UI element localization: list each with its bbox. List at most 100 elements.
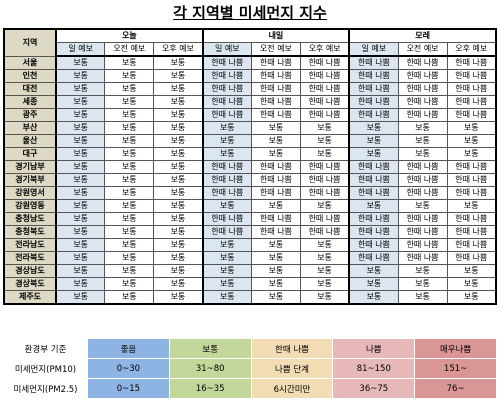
forecast-cell: 한때 나쁨 xyxy=(446,173,497,187)
forecast-cell: 한때 나쁨 xyxy=(348,225,399,239)
forecast-cell: 한때 나쁨 xyxy=(446,108,497,122)
forecast-cell: 보통 xyxy=(153,238,204,252)
forecast-cell: 한때 나쁨 xyxy=(446,55,497,70)
region-name: 광주 xyxy=(3,108,57,122)
region-name: 서울 xyxy=(3,55,57,70)
forecast-cell: 한때 나쁨 xyxy=(348,238,399,252)
forecast-cell: 보통 xyxy=(446,147,497,161)
range-cell: 36~75 xyxy=(332,378,416,399)
forecast-cell: 보통 xyxy=(446,134,497,148)
forecast-cell: 보통 xyxy=(446,264,497,278)
forecast-cell: 보통 xyxy=(153,225,204,239)
forecast-cell: 한때 나쁨 xyxy=(397,82,448,96)
forecast-cell: 보통 xyxy=(55,55,106,70)
forecast-cell: 한때 나쁨 xyxy=(201,69,252,83)
forecast-cell: 보통 xyxy=(153,251,204,265)
forecast-cell: 보통 xyxy=(201,264,252,278)
forecast-cell: 보통 xyxy=(201,121,252,135)
forecast-cell: 한때 나쁨 xyxy=(201,186,252,200)
region-name: 충청북도 xyxy=(3,225,57,239)
forecast-cell: 보통 xyxy=(104,82,155,96)
forecast-cell: 한때 나쁨 xyxy=(397,186,448,200)
forecast-cell: 보통 xyxy=(397,199,448,213)
forecast-cell: 한때 나쁨 xyxy=(397,108,448,122)
forecast-cell: 보통 xyxy=(104,238,155,252)
forecast-cell: 보통 xyxy=(55,160,106,174)
forecast-cell: 한때 나쁨 xyxy=(446,225,497,239)
forecast-cell: 보통 xyxy=(251,199,301,213)
forecast-cell: 한때 나쁨 xyxy=(299,160,350,174)
region-row: 경상남도 보통 보통 보통 보통 보통 보통 보통 보통 보통 xyxy=(3,264,497,278)
forecast-cell: 보통 xyxy=(153,186,204,200)
forecast-cell: 보통 xyxy=(299,251,350,265)
forecast-cell: 보통 xyxy=(55,225,106,239)
level-name: 한때 나쁨 xyxy=(250,338,334,359)
period-header: 일 예보 xyxy=(201,42,252,57)
legend-row: 미세먼지(PM2.5) 0~15 16~35 6시간미만 36~75 76~ xyxy=(3,378,497,399)
forecast-cell: 보통 xyxy=(251,251,301,265)
day-header: 오늘 xyxy=(55,28,204,43)
forecast-cell: 한때 나쁨 xyxy=(299,82,350,96)
period-header: 오전 예보 xyxy=(397,42,448,57)
legend-corner: 환경부 기준 xyxy=(3,338,88,359)
region-row: 전라남도 보통 보통 보통 보통 보통 보통 한때 나쁨 한때 나쁨 한때 나쁨 xyxy=(3,238,497,252)
region-row: 경상북도 보통 보통 보통 보통 보통 보통 보통 보통 보통 xyxy=(3,277,497,291)
range-cell: 76~ xyxy=(414,378,497,399)
forecast-cell: 보통 xyxy=(104,147,155,161)
forecast-cell: 보통 xyxy=(104,251,155,265)
range-cell: 151~ xyxy=(414,358,497,379)
forecast-cell: 한때 나쁨 xyxy=(299,186,350,200)
forecast-cell: 보통 xyxy=(153,290,204,305)
forecast-cell: 보통 xyxy=(104,108,155,122)
region-row: 충청남도 보통 보통 보통 한때 나쁨 한때 나쁨 한때 나쁨 한때 나쁨 한때 나쁨 한때 나쁨 xyxy=(3,212,497,226)
forecast-cell: 보통 xyxy=(55,69,106,83)
period-header: 오전 예보 xyxy=(104,42,155,57)
forecast-cell: 보통 xyxy=(153,55,204,70)
region-row: 경기북부 보통 보통 보통 한때 나쁨 한때 나쁨 한때 나쁨 한때 나쁨 한때 나쁨 한때 나쁨 xyxy=(3,173,497,187)
forecast-cell: 한때 나쁨 xyxy=(251,82,301,96)
forecast-cell: 보통 xyxy=(201,290,252,305)
forecast-cell: 보통 xyxy=(55,186,106,200)
forecast-cell: 보통 xyxy=(153,212,204,226)
forecast-cell: 보통 xyxy=(251,264,301,278)
region-name: 울산 xyxy=(3,134,57,148)
forecast-cell: 보통 xyxy=(397,264,448,278)
level-name: 나쁨 xyxy=(332,338,416,359)
forecast-cell: 보통 xyxy=(55,134,106,148)
forecast-cell: 보통 xyxy=(104,199,155,213)
forecast-cell: 한때 나쁨 xyxy=(397,225,448,239)
region-row: 인천 보통 보통 보통 한때 나쁨 한때 나쁨 한때 나쁨 한때 나쁨 한때 나쁨 한때 나쁨 xyxy=(3,69,497,83)
forecast-cell: 보통 xyxy=(251,147,301,161)
forecast-cell: 보통 xyxy=(55,121,106,135)
region-name: 강원영서 xyxy=(3,186,57,200)
pollutant-name: 미세먼지(PM10) xyxy=(3,358,88,379)
region-header: 지역 xyxy=(3,28,57,57)
forecast-cell: 보통 xyxy=(55,199,106,213)
forecast-cell: 한때 나쁨 xyxy=(251,173,301,187)
day-header: 내일 xyxy=(201,28,350,43)
forecast-cell: 보통 xyxy=(153,121,204,135)
legend-row: 미세먼지(PM10) 0~30 31~80 나쁨 단계 81~150 151~ xyxy=(3,358,497,379)
forecast-cell: 한때 나쁨 xyxy=(446,95,497,109)
half-bad-rule: 나쁨 단계 xyxy=(250,358,334,379)
legend-table: 환경부 기준 좋음 보통 한때 나쁨 나쁨 매우나쁨 미세먼지(PM10) 0~30 31~80… xyxy=(3,338,497,399)
forecast-cell: 보통 xyxy=(299,277,350,291)
forecast-cell: 한때 나쁨 xyxy=(446,212,497,226)
region-name: 전라남도 xyxy=(3,238,57,252)
forecast-cell: 보통 xyxy=(446,121,497,135)
forecast-cell: 보통 xyxy=(153,147,204,161)
forecast-cell: 보통 xyxy=(55,238,106,252)
forecast-cell: 보통 xyxy=(251,290,301,305)
region-row: 전라북도 보통 보통 보통 보통 보통 보통 한때 나쁨 한때 나쁨 한때 나쁨 xyxy=(3,251,497,265)
region-name: 인천 xyxy=(3,69,57,83)
forecast-cell: 보통 xyxy=(153,160,204,174)
forecast-cell: 보통 xyxy=(299,199,350,213)
region-name: 강원영동 xyxy=(3,199,57,213)
forecast-cell: 한때 나쁨 xyxy=(251,225,301,239)
forecast-cell: 보통 xyxy=(153,264,204,278)
range-cell: 31~80 xyxy=(168,358,252,379)
forecast-cell: 보통 xyxy=(397,147,448,161)
forecast-cell: 한때 나쁨 xyxy=(299,55,350,70)
forecast-cell: 한때 나쁨 xyxy=(397,173,448,187)
